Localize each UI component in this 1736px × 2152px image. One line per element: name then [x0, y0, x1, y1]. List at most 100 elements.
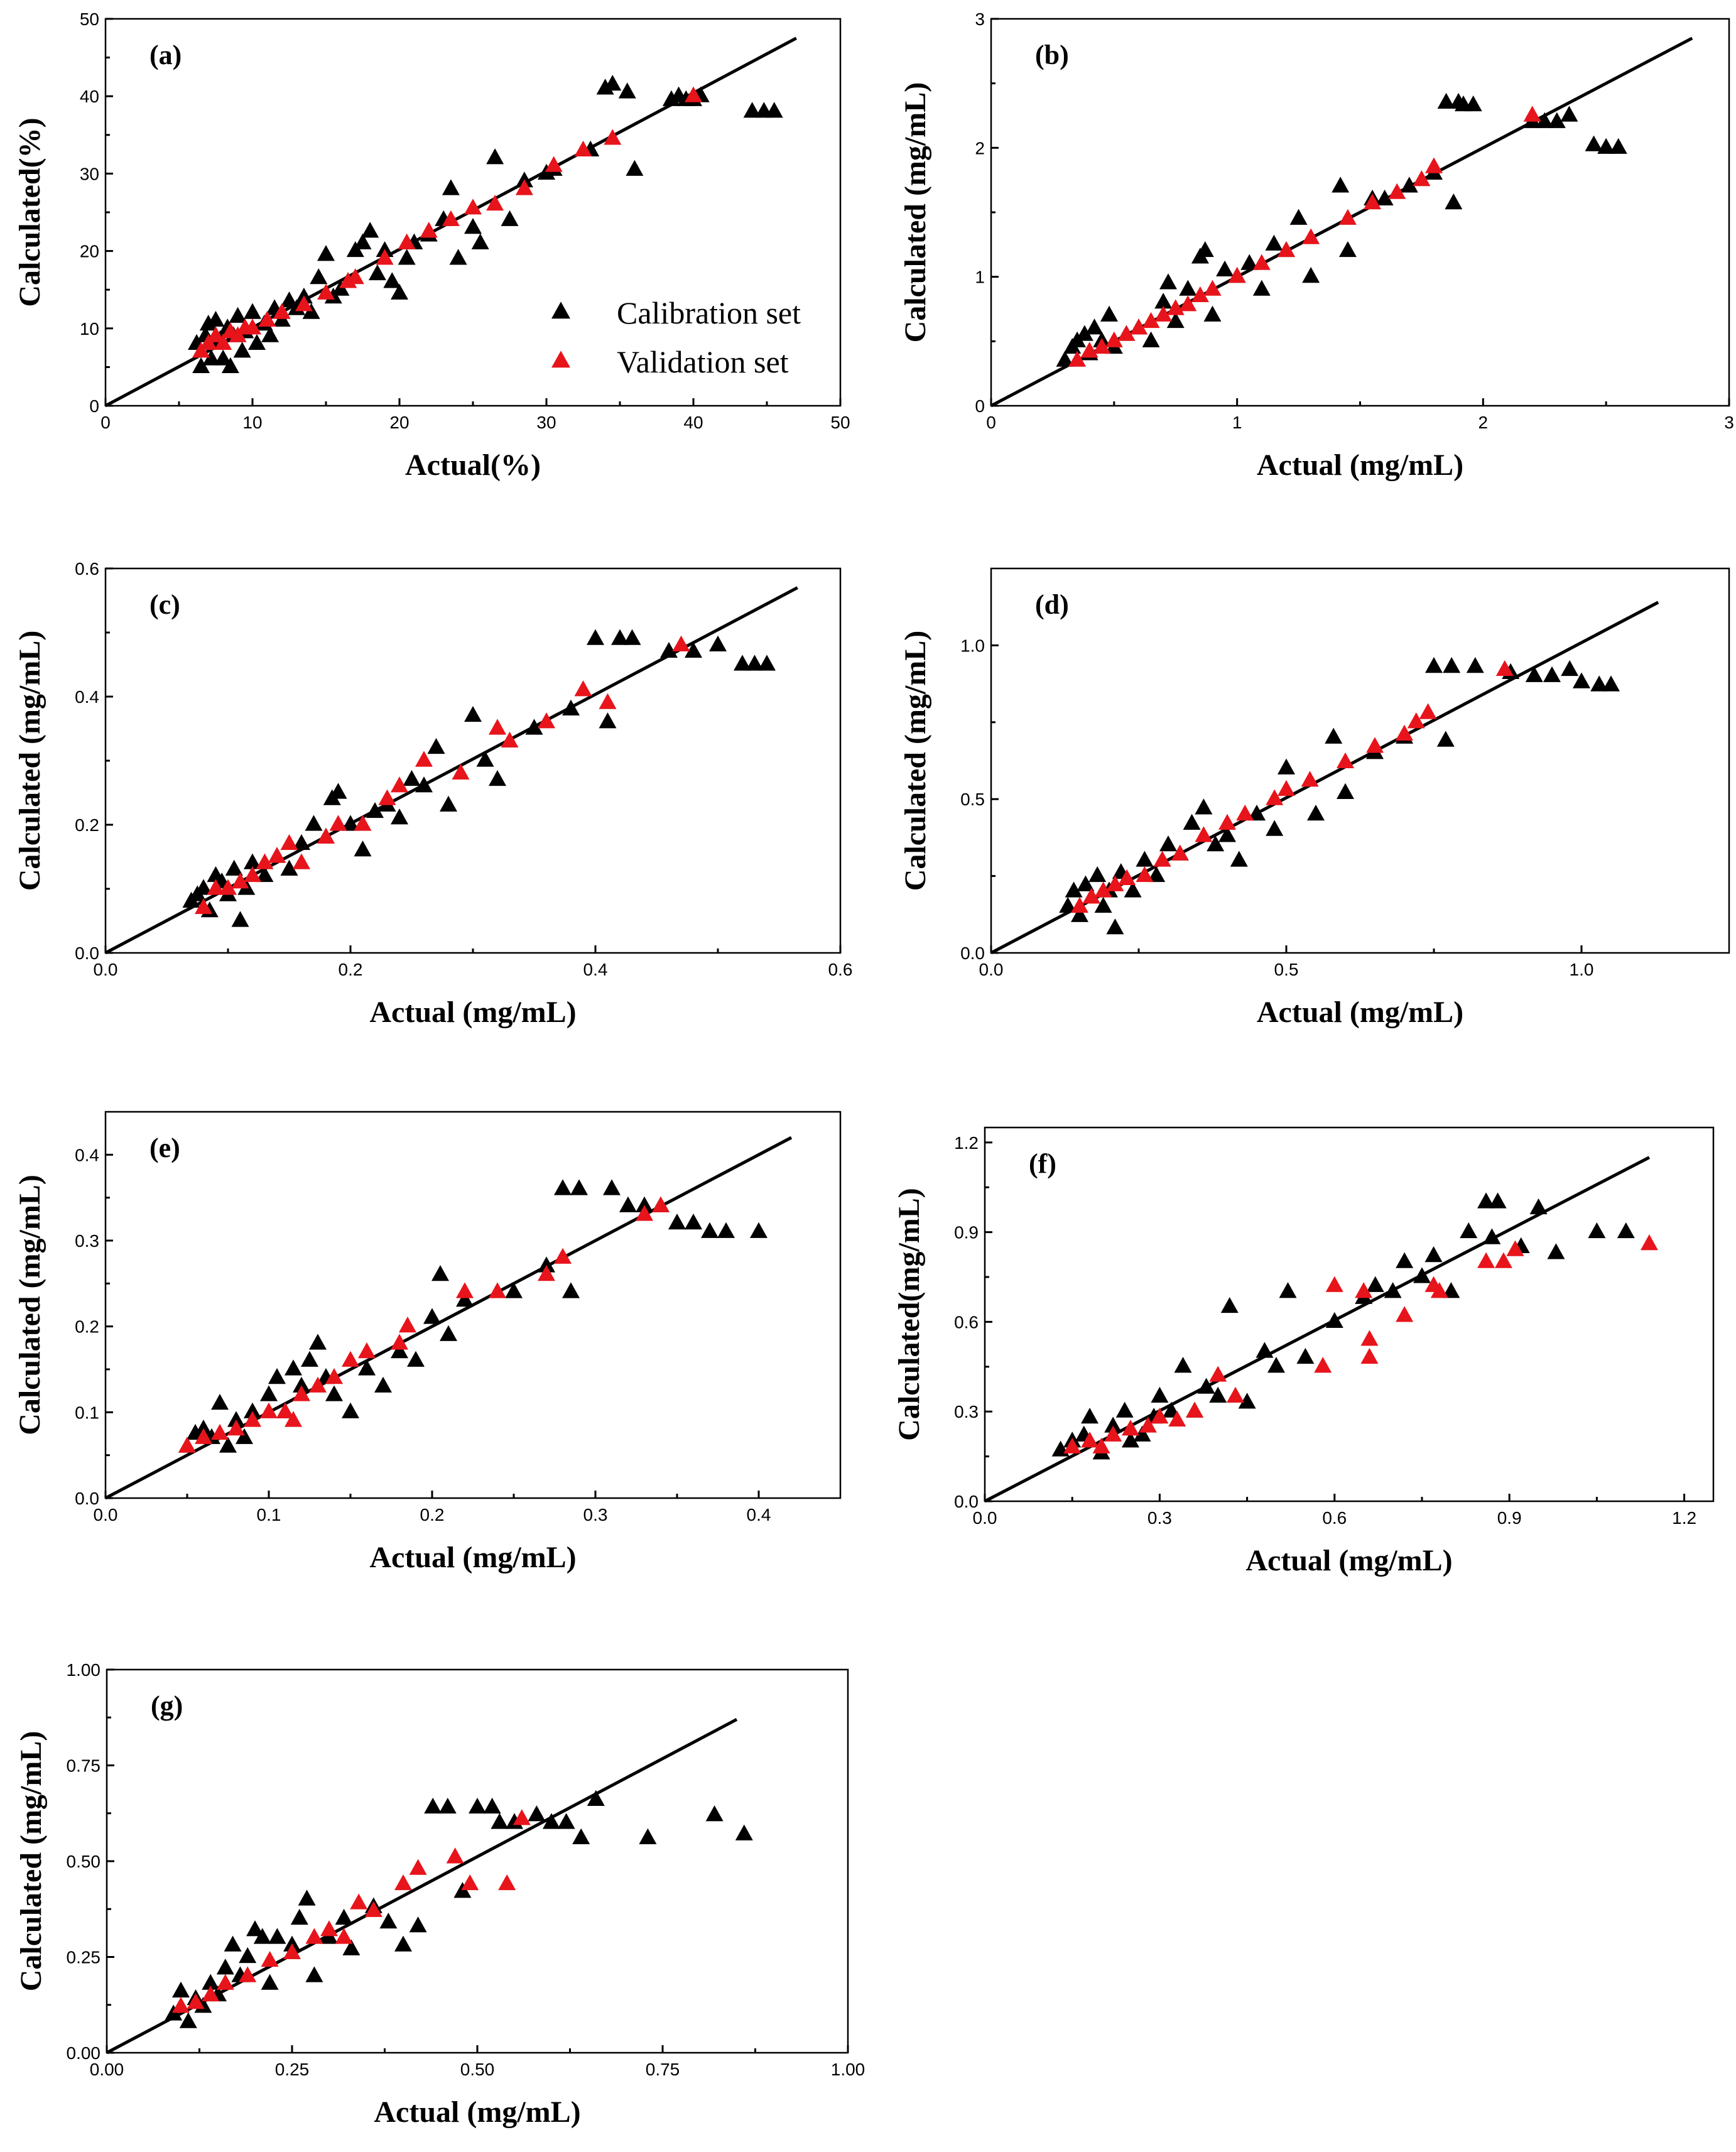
calibration-point: [202, 1974, 220, 1990]
validation-point: [1301, 771, 1319, 787]
calibration-point: [1166, 312, 1185, 329]
validation-point: [1082, 888, 1100, 904]
validation-point: [256, 853, 274, 869]
calibration-point: [1617, 1222, 1635, 1239]
calibration-point: [1413, 1267, 1431, 1283]
calibration-point: [224, 1935, 242, 1952]
x-tick-label: 0.6: [1322, 1508, 1347, 1528]
calibration-point: [1337, 783, 1354, 799]
validation-point: [211, 1423, 229, 1440]
calibration-point: [1216, 260, 1234, 276]
panel-f: 0.0 0.3 0.6 0.9 1.2 0.0 0.3 0.6 0.9 1.2 Actual (mg…: [892, 1126, 1715, 1577]
y-axis-title: Calculated (mg/mL): [899, 82, 932, 343]
validation-point: [273, 303, 291, 319]
calibration-point: [1489, 1192, 1507, 1209]
calibration-point: [301, 1350, 318, 1367]
validation-point: [464, 198, 482, 215]
x-tick-label: 0.3: [1147, 1508, 1172, 1528]
calibration-point: [1133, 1425, 1151, 1442]
calibration-point: [260, 1385, 278, 1401]
calibration-point: [1183, 813, 1201, 830]
y-tick-label: 0: [89, 396, 99, 416]
calibration-point: [1085, 318, 1104, 335]
validation-point: [1068, 351, 1087, 367]
validation-point: [1523, 106, 1541, 122]
x-tick-label: 0.6: [828, 960, 853, 979]
validation-point: [219, 879, 237, 895]
x-tick-label: 0.1: [257, 1505, 281, 1524]
y-axis-title: Calculated (mg/mL): [13, 631, 46, 891]
validation-point: [1388, 183, 1406, 199]
calibration-point: [449, 249, 467, 265]
validation-point: [195, 1428, 212, 1444]
calibration-point: [464, 705, 482, 722]
validation-point: [1302, 228, 1320, 244]
calibration-point: [1248, 805, 1266, 821]
y-axis-title: Calculated (mg/mL): [899, 631, 932, 891]
legend: Calibration set Validation set: [551, 295, 801, 379]
calibration-point: [1445, 193, 1463, 210]
validation-point: [1117, 325, 1136, 341]
calibration-point: [325, 1385, 343, 1401]
calibration-point: [1106, 918, 1124, 935]
calibration-point: [366, 802, 384, 818]
calibration-point: [1400, 177, 1418, 193]
calibration-point: [709, 635, 727, 651]
calibration-point: [1585, 135, 1603, 151]
calibration-point: [256, 866, 274, 883]
calibration-point: [1436, 731, 1455, 747]
validation-point: [1168, 1410, 1186, 1427]
validation-point: [1355, 1282, 1373, 1298]
validation-point: [335, 1928, 353, 1944]
x-tick-label: 1.0: [1570, 960, 1594, 979]
validation-point: [1094, 881, 1112, 898]
validation-point: [1407, 712, 1425, 729]
validation-point: [260, 1402, 278, 1418]
validation-point: [1142, 312, 1160, 329]
calibration-point: [379, 1912, 398, 1929]
validation-point: [207, 326, 225, 342]
calibration-point: [268, 1368, 286, 1384]
validation-point: [1130, 318, 1147, 335]
validation-point: [1081, 1432, 1099, 1448]
calibration-point: [1543, 666, 1561, 682]
calibration-point: [1209, 1386, 1227, 1403]
validation-point: [391, 1334, 408, 1350]
panel-e: 0.0 0.1 0.2 0.3 0.4 0.0 0.1 0.2 0.3 0.4 Actual (mg…: [13, 1111, 842, 1574]
fit-line: [104, 586, 798, 955]
calibration-point: [1442, 1282, 1460, 1298]
y-tick-label: 0.0: [960, 943, 985, 963]
y-tick-label: 0.1: [75, 1403, 99, 1422]
validation-point: [329, 815, 347, 831]
calibration-point: [1560, 106, 1578, 122]
legend-calibration-marker: [551, 302, 570, 319]
validation-point: [350, 1893, 368, 1910]
calibration-point: [1100, 305, 1118, 322]
x-tick-label: 30: [536, 413, 556, 432]
calibration-point: [1325, 727, 1343, 744]
legend-calibration-label: Calibration set: [617, 295, 801, 330]
calibration-point: [1252, 280, 1271, 296]
validation-point: [1105, 331, 1123, 347]
legend-validation-marker: [551, 351, 570, 368]
calibration-point: [1088, 866, 1107, 883]
calibration-point: [246, 1920, 264, 1937]
calibration-point: [1266, 820, 1284, 836]
validation-point: [652, 1196, 670, 1212]
y-tick-label: 1.00: [67, 1660, 101, 1680]
validation-point: [489, 1282, 506, 1298]
calibration-point: [765, 102, 783, 118]
validation-point: [285, 1411, 302, 1427]
validation-point: [446, 1847, 464, 1864]
calibration-point: [1195, 798, 1213, 815]
x-axis-title: Actual (mg/mL): [369, 996, 576, 1029]
validation-point: [231, 872, 249, 889]
calibration-point: [623, 629, 641, 645]
validation-point: [1151, 1408, 1169, 1424]
calibration-point: [1602, 675, 1620, 692]
validation-point: [1338, 209, 1357, 225]
panel-c: 0.0 0.2 0.4 0.6 0.0 0.2 0.4 0.6 Actual (mg/mL) Ca…: [13, 559, 852, 1029]
y-tick-label: 30: [80, 164, 99, 183]
y-tick-label: 0.3: [75, 1231, 99, 1251]
y-tick-label: 1: [975, 268, 985, 287]
